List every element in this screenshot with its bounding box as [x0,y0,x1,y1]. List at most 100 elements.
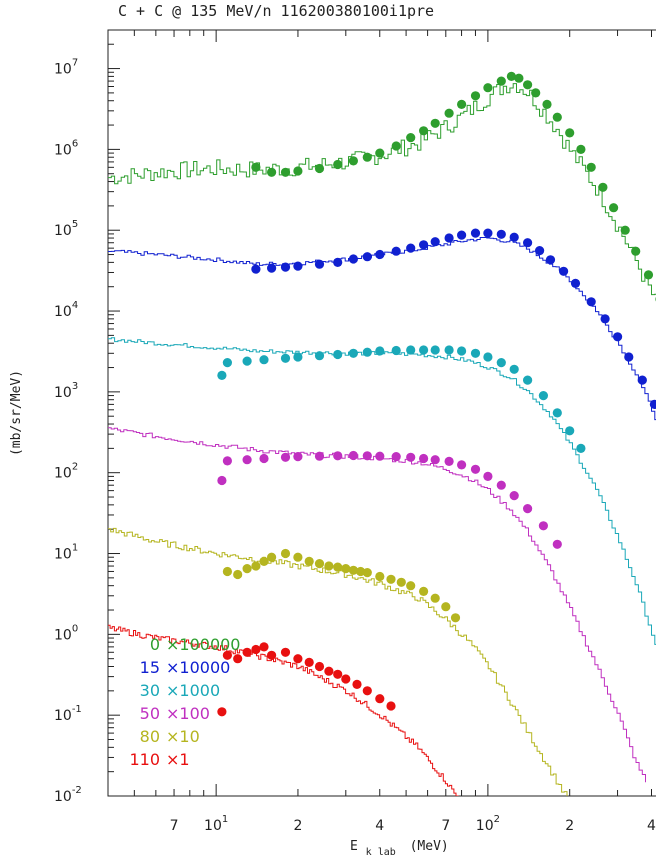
data-point [470,91,481,101]
data-point [362,568,372,578]
data-point [304,556,314,567]
x-tick-exponent: 2 [494,814,500,825]
data-point [280,647,291,657]
data-point [565,426,575,436]
data-point [375,571,385,582]
x-tick-label: 102 [476,814,500,834]
data-point [217,707,227,717]
data-point [535,246,545,256]
data-point [483,83,493,93]
data-point [314,661,325,672]
data-point [430,455,440,465]
data-point [444,233,454,243]
legend: 0 ×100000 15 ×10000 30 ×1000 50 ×100 80 ×10 110 ×1 [129,635,240,769]
data-point [430,345,440,355]
data-point [222,566,232,577]
data-point [391,246,401,256]
data-point [304,657,314,668]
data-point [586,162,596,172]
data-point [483,228,493,238]
data-point [542,99,552,109]
x-tick-label: 7 [170,818,179,834]
data-point [352,679,362,690]
data-point [267,167,277,177]
data-point [531,88,541,98]
chart-title: C + C @ 135 MeV/n 116200380100i1pre [118,2,434,20]
data-point [348,565,358,575]
legend-angle: 80 [140,727,160,746]
data-point [457,346,467,356]
data-point [509,491,519,501]
data-point [391,141,401,151]
data-point [293,166,303,176]
data-point [217,370,227,380]
data-point [598,182,608,192]
data-point [314,351,325,361]
data-point [649,399,656,409]
data-point [506,71,516,81]
y-tick-exponent: 1 [72,543,78,554]
legend-factor: ×1 [166,750,190,769]
data-point [362,451,372,461]
data-point [293,352,303,362]
data-point [624,352,634,362]
axis-ticks [108,29,653,797]
data-point [441,602,451,612]
legend-angle: 110 [129,750,160,769]
calc-line [108,237,656,421]
data-point [280,548,291,559]
data-point [251,162,261,172]
data-point [242,564,252,574]
data-point [406,452,416,462]
data-point [242,356,252,366]
data-point [259,556,269,567]
data-point [280,262,291,272]
data-point [348,156,358,166]
data-point [406,133,416,143]
data-point [483,471,493,481]
data-point [251,644,261,655]
legend-factor: ×10 [166,727,200,746]
y-tick-exponent: -1 [72,704,82,715]
data-point [470,228,481,238]
data-point [259,642,269,652]
y-tick-label: 106 [54,138,78,158]
y-tick-label: 10-1 [54,704,82,724]
data-point [280,452,291,462]
data-point [293,452,303,462]
y-tick-label: 103 [54,381,78,401]
data-point [375,694,385,704]
data-point [419,586,429,597]
legend-angle: 0 [150,635,160,654]
y-tick-label: 101 [54,543,78,563]
x-axis-label-unit: (MeV) [410,839,449,854]
data-point [570,278,581,288]
legend-factor: ×1000 [166,681,220,700]
x-tick-label: 7 [441,818,450,834]
data-point [509,364,519,374]
data-point [267,650,277,660]
y-tick-exponent: 5 [72,219,78,230]
calc-line [108,624,459,796]
data-point [559,266,569,276]
data-point [483,352,493,362]
data-point [348,348,358,358]
data-point [222,456,232,466]
x-tick-label: 101 [204,814,228,834]
x-tick-label: 2 [565,818,574,834]
data-point [333,349,343,360]
data-point [267,263,277,273]
data-point [523,80,533,90]
data-point [538,391,549,401]
data-point [333,451,343,461]
legend-angle: 50 [140,704,160,723]
legend-factor: ×100 [166,704,210,723]
data-point [314,259,325,269]
data-point [514,73,524,83]
x-axis-label-main: E [350,839,358,854]
legend-factor: ×10000 [166,658,230,677]
data-point [552,408,562,418]
y-tick-exponent: -2 [72,785,82,796]
data-point [242,455,252,465]
